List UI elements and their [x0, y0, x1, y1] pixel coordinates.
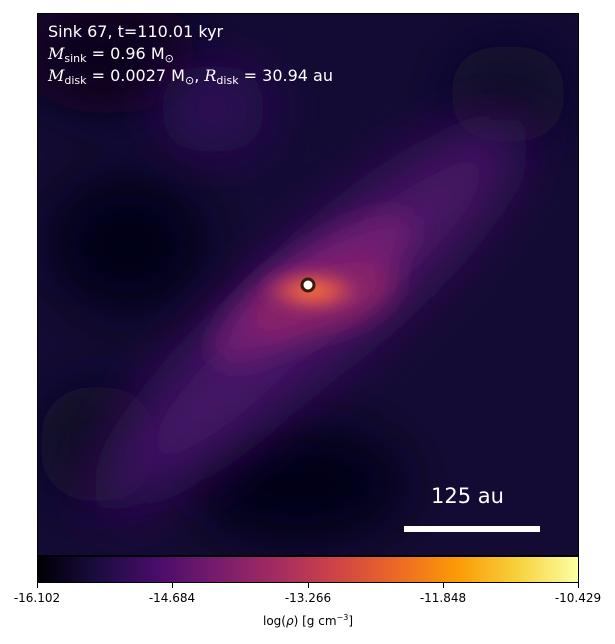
- colorbar-tick: [37, 583, 38, 588]
- colorbar: [37, 556, 579, 583]
- density-map-image: [38, 14, 578, 555]
- colorbar-tick-label: -10.429: [554, 591, 602, 605]
- colorbar-tick-label: -13.266: [284, 591, 332, 605]
- colorbar-tick: [578, 583, 579, 588]
- density-map-panel: Sink 67, t=110.01 kyr Msink = 0.96 M⊙ Md…: [37, 13, 579, 556]
- colorbar-tick: [443, 583, 444, 588]
- colorbar-tick: [308, 583, 309, 588]
- colorbar-tick-label: -16.102: [13, 591, 61, 605]
- colorbar-label: log(ρ) [g cm−3]: [263, 613, 353, 628]
- scale-bar: [404, 526, 540, 532]
- sink-mass: Msink = 0.96 M⊙: [48, 44, 174, 65]
- sink-title: Sink 67, t=110.01 kyr: [48, 22, 224, 41]
- disk-properties: Mdisk = 0.0027 M⊙, Rdisk = 30.94 au: [48, 66, 333, 87]
- colorbar-tick-label: -11.848: [419, 591, 467, 605]
- colorbar-tick: [172, 583, 173, 588]
- sink-marker: [300, 277, 316, 293]
- scale-bar-label: 125 au: [431, 484, 504, 508]
- colorbar-tick-label: -14.684: [148, 591, 196, 605]
